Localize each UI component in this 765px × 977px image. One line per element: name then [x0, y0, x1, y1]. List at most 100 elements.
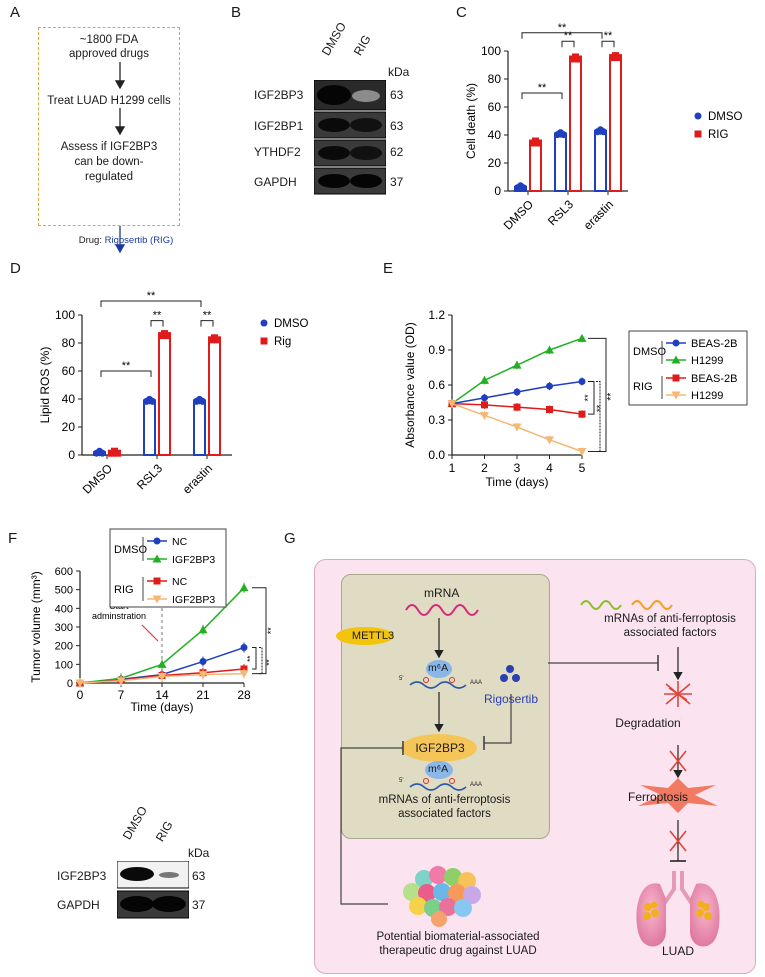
- legend-marker: [152, 595, 162, 604]
- x-tick-label: 14: [155, 688, 169, 702]
- g-luad-label: LUAD: [661, 944, 694, 958]
- blot-f-label-igf2bp3: IGF2BP3: [57, 869, 107, 883]
- y-tick-label: 80: [62, 336, 76, 350]
- data-point: [545, 436, 554, 445]
- x-axis-label: Time (days): [486, 475, 549, 489]
- x-tick-label: 0: [77, 688, 84, 702]
- y-tick-label: 0: [68, 448, 75, 462]
- sig-bracket: [100, 370, 152, 377]
- g-polya-top: AAA: [470, 680, 483, 686]
- y-tick-label: 600: [55, 566, 73, 578]
- blot-f-lane-dmso: DMSO: [119, 803, 150, 842]
- data-point: [198, 625, 208, 634]
- sig-label: **: [147, 290, 156, 302]
- start-arrow: [141, 624, 159, 642]
- y-tick-label: 400: [55, 603, 73, 615]
- blot-b-kda-header: kDa: [388, 65, 410, 79]
- x-tick-label: erastin: [180, 461, 215, 496]
- start-label-2: adminstration: [92, 611, 146, 621]
- data-point: [157, 672, 167, 681]
- sig-bracket: [252, 587, 267, 675]
- legend-marker: [672, 339, 680, 347]
- data-point: [513, 403, 521, 411]
- legend-label: H1299: [691, 355, 723, 367]
- drug-label: Drug: Rigosertib (RIG): [51, 235, 201, 246]
- data-point: [199, 658, 207, 666]
- sig-bracket: [252, 647, 257, 670]
- data-point: [239, 670, 249, 679]
- legend-label: H1299: [691, 390, 723, 402]
- sig-bracket: [100, 300, 202, 307]
- g-mettl3-label: METTL3: [351, 630, 395, 642]
- y-tick-label: 0.6: [428, 378, 445, 392]
- bar-point: [575, 55, 582, 63]
- sig-bracket: [259, 647, 263, 675]
- g-bottom-caption-1: Potential biomaterial-associated: [376, 931, 540, 943]
- blot-b-lane-rig: RIG: [350, 32, 374, 58]
- x-tick-label: 3: [514, 461, 521, 475]
- sig-label: **: [558, 22, 567, 34]
- legend-marker: [671, 391, 681, 400]
- bar-point: [199, 397, 206, 405]
- data-point: [75, 679, 85, 688]
- x-tick-label: DMSO: [80, 461, 115, 496]
- x-tick-label: erastin: [581, 197, 616, 232]
- g-rigosertib-label: Rigosertib: [484, 692, 539, 706]
- blot-b-kda-gapdh: 37: [390, 175, 404, 189]
- flow-step-1-line-1: ~1800 FDA: [79, 34, 139, 46]
- y-tick-label: 80: [488, 72, 502, 86]
- drug-screen-flowchart: ~1800 FDA approved drugs Treat LUAD H129…: [38, 27, 180, 226]
- legend-marker: [260, 337, 268, 345]
- legend-label: DMSO: [274, 318, 309, 330]
- y-axis-label: Lipid ROS (%): [38, 347, 52, 424]
- y-tick-label: 1.2: [428, 308, 445, 322]
- bar-point: [560, 131, 567, 139]
- bar: [594, 129, 607, 193]
- bar: [569, 57, 582, 192]
- sig-bracket: [200, 320, 214, 327]
- bar-point: [99, 449, 106, 457]
- legend-group-dmso: DMSO: [114, 544, 147, 556]
- blot-b-label-igf2bp3: IGF2BP3: [254, 88, 304, 102]
- blot-b-label-ythdf2: YTHDF2: [254, 145, 301, 159]
- g-bottom-caption-2: therapeutic drug against LUAD: [379, 945, 537, 957]
- data-point: [198, 671, 208, 680]
- sig-label: **: [266, 627, 276, 635]
- data-point: [578, 410, 586, 418]
- chart-f: 0 100 200 300 400 500 600 0 7 14 21 28 Time (days) Tu…: [29, 528, 276, 714]
- panel-label-d: D: [10, 260, 21, 277]
- g-polya-bottom: AAA: [470, 782, 483, 788]
- data-point: [240, 644, 248, 652]
- blot-f-lane-rig: RIG: [152, 818, 176, 844]
- legend-group-dmso: DMSO: [633, 346, 666, 358]
- bar-point: [149, 397, 156, 405]
- blot-f-kda-gapdh: 37: [192, 898, 206, 912]
- x-tick-label: 4: [546, 461, 553, 475]
- data-point: [512, 423, 522, 432]
- x-axis-label: Time (days): [131, 700, 194, 714]
- sig-label: **: [265, 659, 274, 665]
- panel-label-c: C: [456, 4, 467, 21]
- y-tick-label: 100: [481, 44, 501, 58]
- mettl3-ellipse: [336, 627, 394, 645]
- lung-illustration: [636, 871, 720, 947]
- x-tick-label: 2: [481, 461, 488, 475]
- g-degradation-label: Degradation: [615, 716, 681, 730]
- g-igf2bp3-label: IGF2BP3: [415, 741, 465, 755]
- y-tick-label: 500: [55, 585, 73, 597]
- x-tick-label: DMSO: [501, 197, 536, 232]
- data-point: [546, 406, 553, 413]
- legend-label: BEAS-2B: [691, 338, 737, 350]
- data-point: [447, 400, 457, 409]
- y-tick-label: 60: [62, 364, 76, 378]
- legend-marker: [153, 577, 161, 585]
- flow-step-1-line-2: approved drugs: [69, 48, 149, 60]
- m6a-bottom-blob: [425, 761, 453, 779]
- legend-label: Rig: [274, 336, 291, 348]
- flow-step-3-line-1: Assess if IGF2BP3: [60, 141, 158, 153]
- blot-b-image: [314, 80, 386, 195]
- sig-bracket: [150, 320, 164, 327]
- legend-marker: [152, 554, 162, 563]
- legend-group-rig: RIG: [114, 584, 134, 596]
- mrna-wave: [405, 604, 479, 616]
